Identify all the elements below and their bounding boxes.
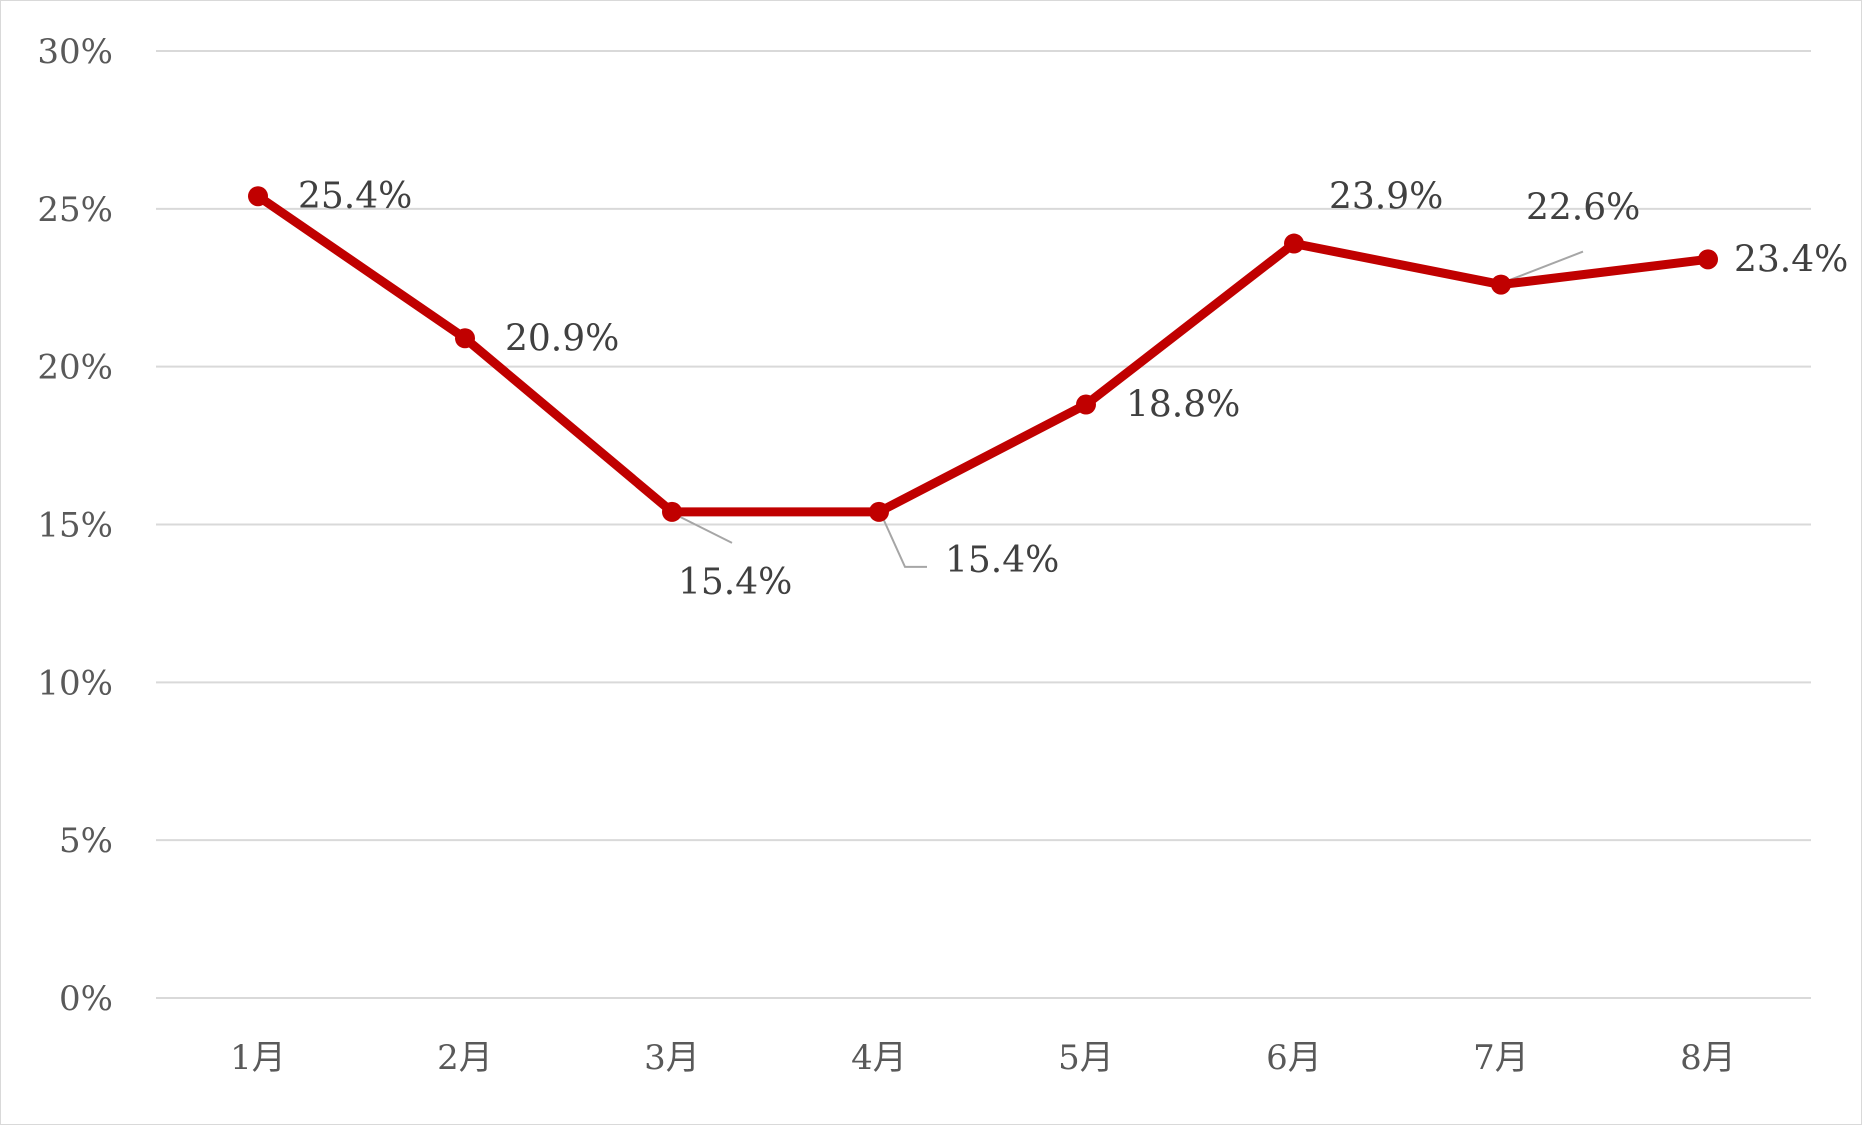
data-label: 25.4% [298,176,412,217]
data-label: 23.9% [1329,177,1443,218]
gridlines [156,50,1811,999]
x-axis-ticks: 1月 2月 3月 4月 5月 6月 7月 8月 [230,1038,1736,1078]
series-line [253,191,1713,517]
y-tick-label: 0% [59,979,113,1019]
data-point [248,186,268,207]
x-tick-label: 4月 [851,1038,907,1078]
data-label: 15.4% [678,562,792,603]
data-label: 20.9% [505,318,619,359]
x-tick-label: 6月 [1266,1038,1322,1078]
x-tick-label: 5月 [1058,1038,1114,1078]
data-point [662,501,682,522]
leader-line [673,512,733,544]
x-tick-label: 2月 [437,1038,493,1078]
y-tick-label: 15% [37,506,113,546]
data-labels: 25.4% 20.9% 15.4% 15.4% 18.8% 23.9% 22.6% 23.4% [298,176,1848,603]
y-tick-label: 10% [37,663,113,703]
data-point [455,328,475,349]
x-tick-label: 8月 [1680,1038,1736,1078]
leader-lines [673,250,1584,568]
data-label: 22.6% [1526,188,1640,229]
data-point [1284,233,1304,254]
y-tick-label: 20% [37,348,113,388]
y-axis-ticks: 0% 5% 10% 15% 20% 25% 30% [37,32,113,1019]
data-label: 23.4% [1734,239,1848,280]
leader-line [1502,250,1584,284]
data-label: 15.4% [945,540,1059,581]
y-tick-label: 5% [59,821,113,861]
data-point [869,501,889,522]
leader-line [880,513,927,568]
y-tick-label: 30% [37,32,113,72]
data-point [1698,249,1718,270]
x-tick-label: 3月 [644,1038,700,1078]
data-point [1076,394,1096,415]
series-layer [248,186,1718,522]
data-point [1491,274,1511,295]
y-tick-label: 25% [37,190,113,230]
data-label: 18.8% [1126,385,1240,426]
x-tick-label: 1月 [230,1038,286,1078]
x-tick-label: 7月 [1473,1038,1529,1078]
